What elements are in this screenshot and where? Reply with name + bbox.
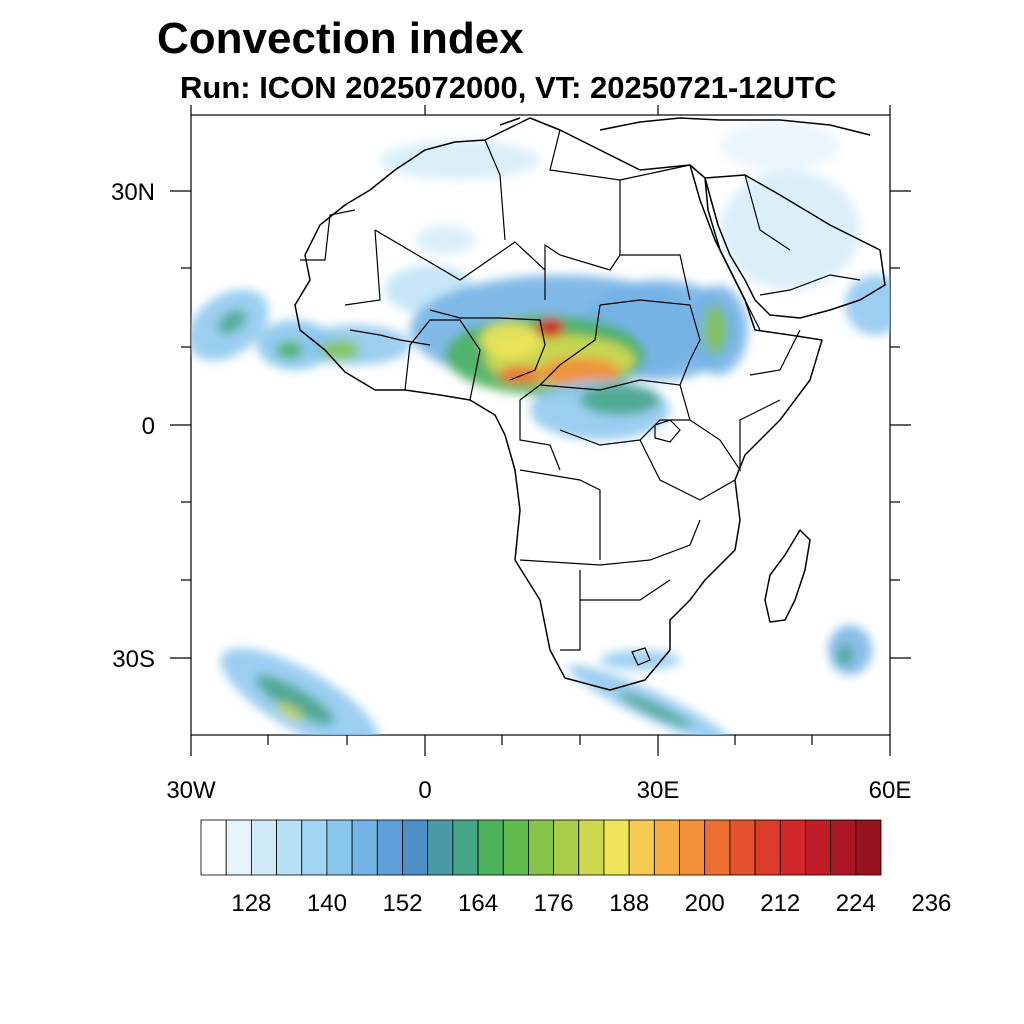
y-tick-30n: 30N <box>111 179 155 206</box>
border-15 <box>519 469 601 560</box>
border-8 <box>519 304 601 401</box>
madagascar <box>764 529 811 623</box>
x-tick-60e: 60E <box>869 777 912 804</box>
blob-arabia <box>720 170 860 290</box>
border-1 <box>300 209 356 261</box>
colorbar-box-6 <box>351 819 378 876</box>
blob-mascarene-core <box>837 645 853 665</box>
blob-atlantic-2-core <box>276 341 304 359</box>
blob-ethiopia-core <box>703 305 727 355</box>
colorbar-box-21 <box>729 819 756 876</box>
colorbar-box-16 <box>603 819 630 876</box>
colorbar-box-23 <box>779 819 806 876</box>
colorbar-box-25 <box>830 819 857 876</box>
blob-sahara-n <box>415 225 475 255</box>
blob-south-atlantic-yellow <box>276 702 304 722</box>
border-12 <box>349 329 431 346</box>
colorbar-box-17 <box>628 819 655 876</box>
colorbar-box-7 <box>376 819 403 876</box>
convection-field <box>191 117 890 735</box>
border-13 <box>519 400 561 471</box>
y-tick-0: 0 <box>142 413 155 440</box>
colorbar-label-224: 224 <box>836 890 876 917</box>
blob-congo-green <box>580 385 660 415</box>
colorbar-box-10 <box>452 819 479 876</box>
border-6 <box>544 243 691 301</box>
colorbar-label-128: 128 <box>231 890 271 917</box>
border-16 <box>519 519 701 566</box>
colorbar-box-26 <box>855 819 882 876</box>
mediterranean-europe <box>499 117 871 136</box>
chart-title: Convection index <box>157 14 524 63</box>
colorbar-box-1 <box>225 819 252 876</box>
border-5 <box>549 129 621 255</box>
y-tick-30s: 30S <box>112 646 155 673</box>
border-3 <box>374 229 546 300</box>
border-7 <box>429 309 546 381</box>
blob-north-africa <box>380 140 540 180</box>
blob-cameroon <box>480 322 540 358</box>
colorbar-box-3 <box>276 819 303 876</box>
border-21 <box>759 274 861 296</box>
border-11 <box>404 319 481 401</box>
colorbar-label-176: 176 <box>534 890 574 917</box>
colorbar-box-22 <box>754 819 781 876</box>
blob-nigeria-orange <box>498 366 542 384</box>
colorbar-label-212: 212 <box>760 890 800 917</box>
arabian-peninsula <box>704 174 886 319</box>
colorbar-box-9 <box>427 819 454 876</box>
border-22 <box>619 164 791 251</box>
colorbar-box-8 <box>402 819 429 876</box>
blob-atlantic-west-core <box>217 309 247 335</box>
colorbar: 128 140 152 164 176 188 200 212 224 236 <box>200 819 951 917</box>
blob-arabian-sea <box>845 275 890 335</box>
colorbar-box-11 <box>477 819 504 876</box>
red-sea <box>689 164 746 301</box>
coastlines <box>294 117 886 691</box>
x-tick-0: 0 <box>418 777 431 804</box>
border-19 <box>689 399 781 472</box>
x-tick-30e: 30E <box>637 777 680 804</box>
country-borders <box>300 129 861 666</box>
blob-med <box>720 120 840 170</box>
chart-subtitle: Run: ICON 2025072000, VT: 20250721-12UTC <box>180 70 837 105</box>
colorbar-label-200: 200 <box>685 890 725 917</box>
colorbar-box-4 <box>301 819 328 876</box>
colorbar-box-18 <box>653 819 680 876</box>
colorbar-label-188: 188 <box>609 890 649 917</box>
colorbar-label-236: 236 <box>911 890 951 917</box>
blob-south-africa-core <box>618 692 692 728</box>
x-tick-30w: 30W <box>166 777 216 804</box>
colorbar-box-15 <box>578 819 605 876</box>
lake-victoria <box>654 419 681 443</box>
blob-se-africa <box>600 650 680 670</box>
border-9 <box>599 299 701 386</box>
border-4 <box>484 139 506 241</box>
colorbar-label-152: 152 <box>382 890 422 917</box>
border-17 <box>560 570 671 651</box>
border-2 <box>344 229 381 306</box>
border-10 <box>539 379 691 421</box>
frame-ticks <box>170 105 911 756</box>
colorbar-label-164: 164 <box>458 890 498 917</box>
colorbar-box-12 <box>502 819 529 876</box>
colorbar-box-5 <box>326 819 353 876</box>
colorbar-label-140: 140 <box>307 890 347 917</box>
colorbar-box-13 <box>528 819 554 876</box>
colorbar-box-19 <box>679 819 706 876</box>
colorbar-box-2 <box>250 819 277 876</box>
border-18 <box>639 439 736 501</box>
colorbar-box-0 <box>200 819 227 876</box>
blob-south-atlantic-core <box>255 675 335 725</box>
border-20 <box>744 299 801 376</box>
colorbar-box-24 <box>805 819 832 876</box>
colorbar-box-20 <box>704 819 731 876</box>
lesotho <box>631 647 651 666</box>
colorbar-box-14 <box>553 819 580 876</box>
